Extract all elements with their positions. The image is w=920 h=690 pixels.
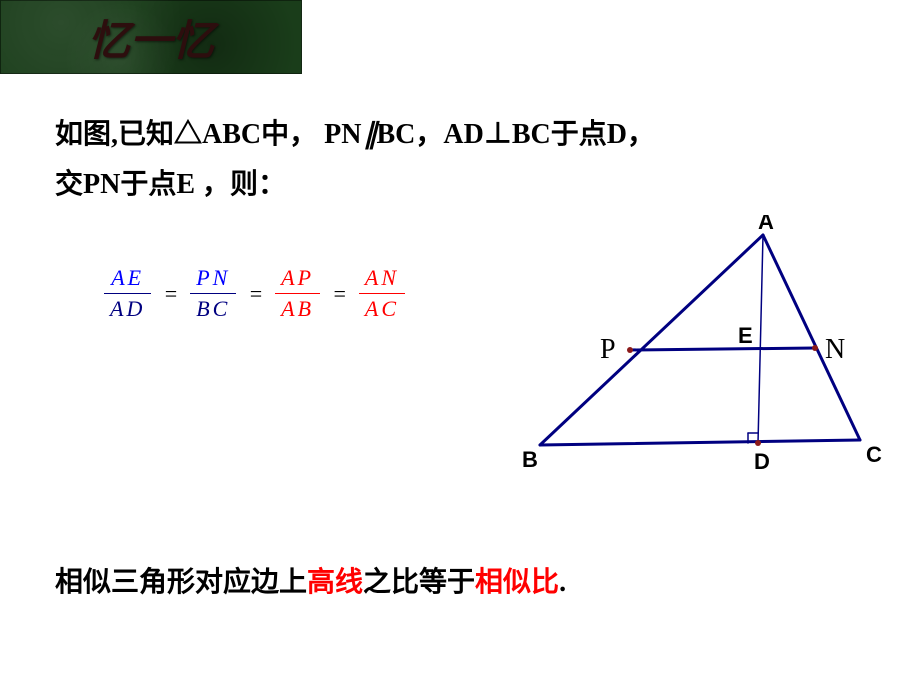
svg-text:C: C (866, 442, 882, 467)
problem-text-1c: BC，AD⊥BC于点D， (376, 119, 654, 150)
fraction-3: AP AB (275, 265, 320, 322)
fraction-4: AN AC (359, 265, 405, 322)
banner-text: 忆一忆 (88, 7, 214, 68)
svg-text:P: P (600, 334, 616, 365)
fraction-1: AE AD (104, 265, 151, 322)
frac2-den: BC (190, 293, 236, 322)
conclusion: 相似三角形对应边上高线之比等于相似比. (55, 560, 566, 600)
conclusion-h2: 相似比 (475, 567, 559, 598)
svg-text:E: E (738, 323, 753, 348)
frac1-den: AD (104, 293, 151, 322)
equals-1: = (163, 281, 178, 307)
frac3-den: AB (275, 293, 320, 322)
problem-statement: 如图,已知△ABC中， PN∥BC，AD⊥BC于点D， 交PN于点E ，则： (55, 110, 865, 211)
equals-2: = (248, 281, 263, 307)
equation: AE AD = PN BC = AP AB = AN AC (100, 265, 409, 322)
frac4-den: AC (359, 293, 405, 322)
problem-text-1b: ABC中， PN (202, 119, 361, 150)
frac3-num: AP (275, 265, 320, 293)
triangle-figure: A B C D E P N (520, 215, 890, 475)
conclusion-t1: 相似三角形对应边上 (55, 567, 307, 598)
conclusion-t2: 之比等于 (363, 567, 475, 598)
frac4-num: AN (359, 265, 405, 293)
parallel-symbol: ∥ (363, 110, 372, 160)
problem-text-1a: 如图,已知 (55, 119, 174, 150)
conclusion-t3: . (559, 567, 566, 598)
svg-text:A: A (758, 215, 774, 234)
problem-text-2: 交PN于点E ，则： (55, 169, 286, 200)
frac1-num: AE (105, 265, 150, 293)
svg-text:D: D (754, 449, 770, 474)
svg-text:B: B (522, 447, 538, 472)
conclusion-h1: 高线 (307, 567, 363, 598)
title-banner: 忆一忆 (0, 0, 302, 74)
equals-3: = (332, 281, 347, 307)
frac2-num: PN (190, 265, 236, 293)
svg-text:N: N (825, 334, 845, 365)
triangle-symbol: △ (174, 119, 202, 150)
fraction-2: PN BC (190, 265, 236, 322)
